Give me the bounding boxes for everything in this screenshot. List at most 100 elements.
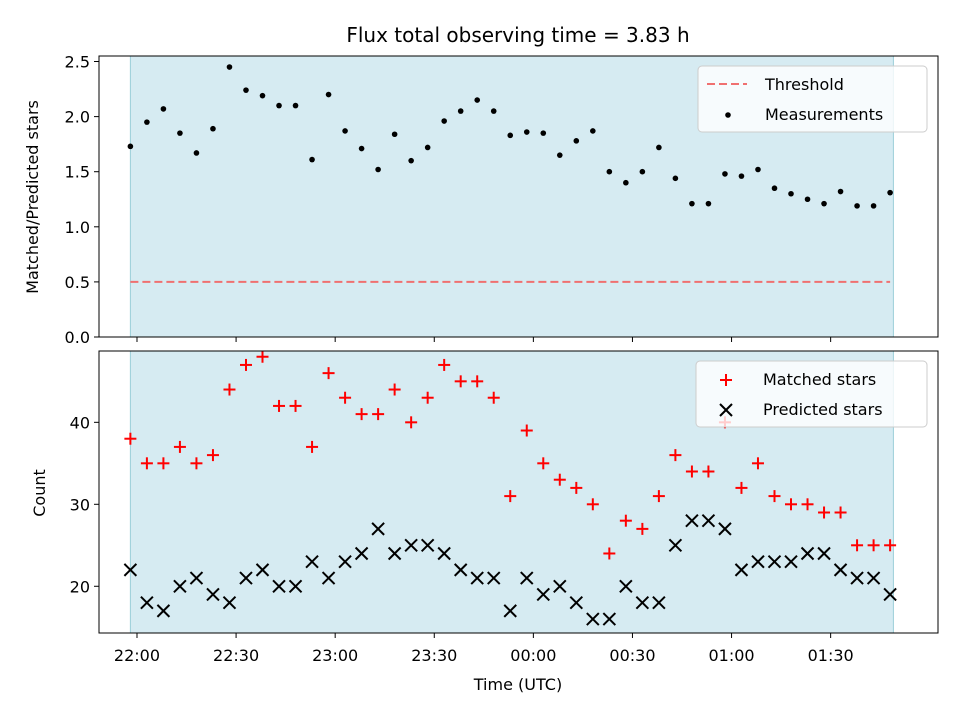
- bottom-y-tick-label: 20: [70, 577, 90, 596]
- predicted-star-point: [784, 554, 798, 569]
- matched-star-point: [421, 391, 434, 404]
- matched-star-point: [867, 539, 880, 552]
- bottom-legend-box: [695, 360, 928, 428]
- measurement-point: [573, 138, 580, 144]
- legend-predicted-label: Predicted stars: [763, 400, 883, 419]
- measurements-series: [127, 64, 893, 209]
- predicted-star-point: [453, 563, 468, 577]
- predicted-star-point: [833, 563, 848, 577]
- predicted-star-point: [420, 538, 435, 552]
- matched-star-point: [652, 490, 665, 503]
- legend-measurements-label: Measurements: [765, 105, 883, 124]
- predicted-star-point: [569, 595, 584, 610]
- top-y-tick-label: 0.0: [65, 328, 90, 347]
- measurement-point: [457, 108, 464, 114]
- x-tick-label: 01:00: [708, 646, 754, 665]
- matched-star-point: [884, 539, 897, 552]
- matched-star-point: [239, 358, 252, 371]
- predicted-star-point: [338, 554, 352, 569]
- predicted-star-point: [850, 571, 864, 585]
- measurement-point: [821, 200, 827, 207]
- measurement-point: [672, 175, 679, 182]
- measurement-point: [144, 119, 150, 125]
- matched-star-point: [785, 498, 798, 511]
- measurement-point: [705, 200, 712, 207]
- x-tick-label: 00:30: [609, 646, 655, 665]
- predicted-star-point: [767, 554, 782, 569]
- predicted-star-point: [156, 604, 171, 618]
- measurement-point: [689, 200, 695, 207]
- measurement-point: [590, 128, 596, 134]
- matched-star-point: [768, 490, 781, 503]
- top-y-tick-label: 2.0: [65, 108, 90, 127]
- predicted-star-point: [189, 571, 204, 585]
- measurement-point: [210, 125, 216, 132]
- measurement-point: [309, 156, 315, 163]
- predicted-star-point: [437, 546, 451, 561]
- predicted-star-point: [635, 595, 650, 610]
- predicted-star-point: [239, 571, 253, 585]
- predicted-star-point: [404, 538, 418, 552]
- measurement-point: [755, 166, 761, 173]
- top-legend: Threshold Measurements: [697, 65, 928, 133]
- predicted-star-point: [685, 513, 699, 528]
- legend-threshold-label: Threshold: [764, 75, 844, 94]
- measurement-point: [738, 173, 745, 179]
- top-legend-box: [697, 65, 928, 133]
- predicted-star-point: [321, 571, 336, 585]
- matched-star-point: [173, 440, 186, 453]
- matched-star-point: [206, 449, 219, 462]
- matched-star-point: [124, 432, 137, 445]
- matched-star-point: [273, 399, 286, 412]
- predicted-star-point: [206, 587, 220, 602]
- bottom-y-axis-label: Count: [30, 469, 49, 517]
- bottom-panel: 20 30 40 22:00 22:30 23:00 23:30 00:00 00:30 01:…: [30, 350, 939, 694]
- predicted-star-point: [470, 571, 484, 585]
- predicted-star-point: [487, 571, 501, 585]
- measurement-point: [243, 87, 249, 93]
- matched-star-point: [355, 408, 368, 421]
- legend-measurements-swatch: [725, 112, 731, 118]
- matched-star-point: [306, 440, 319, 453]
- matched-stars-series: [124, 350, 897, 560]
- measurement-point: [523, 129, 530, 135]
- matched-star-point: [504, 490, 517, 503]
- measurement-point: [722, 171, 728, 177]
- matched-star-point: [570, 481, 583, 494]
- matched-star-point: [751, 457, 764, 470]
- measurement-point: [837, 188, 844, 195]
- measurement-point: [490, 108, 497, 114]
- measurement-point: [507, 132, 514, 139]
- measurement-point: [375, 166, 381, 173]
- predicted-star-point: [718, 522, 732, 536]
- predicted-stars-series: [123, 513, 897, 626]
- measurement-point: [358, 145, 365, 152]
- predicted-star-point: [602, 612, 617, 626]
- measurement-point: [804, 196, 811, 203]
- predicted-star-point: [354, 546, 369, 561]
- matched-star-point: [603, 547, 616, 560]
- bottom-x-axis-label: Time (UTC): [473, 675, 562, 694]
- predicted-star-point: [701, 513, 716, 528]
- predicted-star-point: [586, 612, 600, 626]
- matched-star-point: [157, 457, 170, 470]
- x-tick-label: 01:30: [808, 646, 854, 665]
- matched-star-point: [586, 498, 599, 511]
- matched-star-point: [289, 399, 302, 412]
- top-y-axis-label: Matched/Predicted stars: [23, 100, 42, 294]
- bottom-y-axis: 20 30 40: [70, 413, 99, 596]
- matched-star-point: [702, 465, 715, 478]
- measurement-point: [177, 130, 183, 136]
- x-tick-label: 23:30: [411, 646, 457, 665]
- x-tick-label: 22:00: [114, 646, 160, 665]
- predicted-star-point: [222, 595, 237, 610]
- predicted-star-point: [817, 546, 831, 561]
- matched-star-point: [636, 522, 649, 535]
- matched-star-point: [487, 391, 500, 404]
- measurement-point: [474, 97, 481, 103]
- matched-star-point: [256, 350, 269, 363]
- measurement-point: [391, 131, 398, 138]
- measurement-point: [656, 144, 662, 151]
- top-y-tick-label: 0.5: [65, 273, 90, 292]
